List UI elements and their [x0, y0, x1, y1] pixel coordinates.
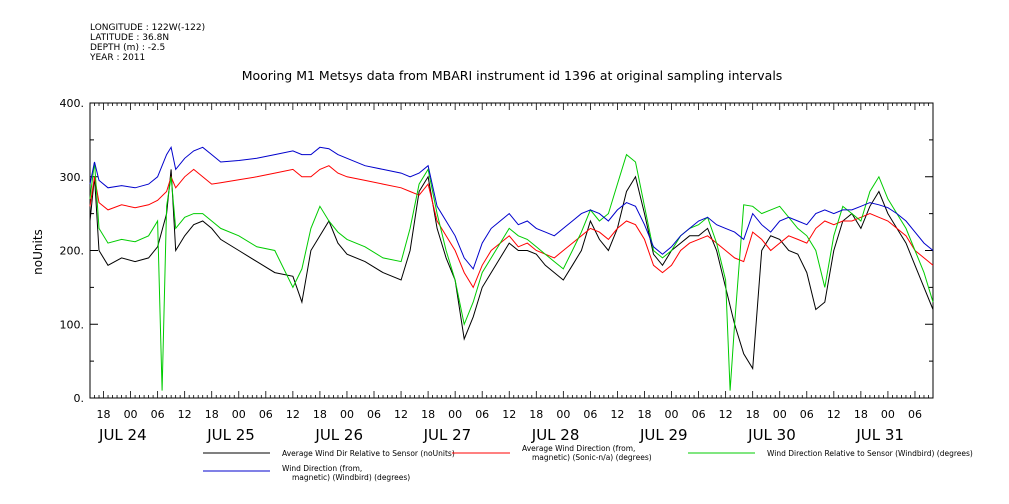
x-tick-label: 12	[827, 408, 841, 421]
x-tick-label: 18	[529, 408, 543, 421]
x-date-label: JUL 24	[98, 426, 147, 444]
legend-label-2-line2: magnetic) (Sonic-n/a) (degrees)	[532, 453, 652, 462]
x-tick-label: 06	[692, 408, 706, 421]
x-tick-label: 06	[583, 408, 597, 421]
depth-label: DEPTH (m) : -2.5	[90, 43, 165, 53]
x-tick-label: 00	[232, 408, 246, 421]
legend-label-4-line2: magnetic) (Windbird) (degrees)	[292, 473, 410, 482]
x-tick-label: 12	[502, 408, 516, 421]
x-tick-label: 00	[124, 408, 138, 421]
x-tick-label: 18	[421, 408, 435, 421]
x-date-label: JUL 25	[206, 426, 255, 444]
x-tick-label: 00	[881, 408, 895, 421]
x-tick-label: 00	[556, 408, 570, 421]
y-axis-label: noUnits	[31, 229, 45, 275]
longitude-label: LONGITUDE : 122W(-122)	[90, 23, 205, 33]
x-tick-label: 18	[746, 408, 760, 421]
x-tick-label: 12	[178, 408, 192, 421]
x-tick-label: 06	[151, 408, 165, 421]
x-tick-label: 06	[908, 408, 922, 421]
x-tick-label: 00	[665, 408, 679, 421]
plot-frame	[89, 102, 934, 399]
x-tick-label: 00	[340, 408, 354, 421]
series-layer	[89, 145, 934, 391]
series-line-1	[89, 169, 934, 371]
x-date-label: JUL 30	[747, 426, 796, 444]
x-axis: 18 00 06 12 18 00 06 12 18 00 06 12 18 00 06 12 18 00 06 12…	[89, 103, 934, 444]
latitude-label: LATITUDE : 36.8N	[90, 33, 169, 43]
x-date-label: JUL 29	[639, 426, 688, 444]
chart-title: Mooring M1 Metsys data from MBARI instru…	[242, 68, 783, 83]
x-tick-label: 06	[475, 408, 489, 421]
x-tick-label: 18	[313, 408, 327, 421]
x-tick-label: 00	[773, 408, 787, 421]
x-tick-label: 18	[637, 408, 651, 421]
x-date-label: JUL 26	[314, 426, 363, 444]
series-line-2	[89, 165, 934, 289]
x-date-label: JUL 27	[423, 426, 472, 444]
y-axis: 0. 100. 200. 300. 400.	[60, 97, 933, 405]
x-tick-label: 18	[854, 408, 868, 421]
x-tick-label: 06	[800, 408, 814, 421]
x-tick-label: 12	[394, 408, 408, 421]
x-date-label: JUL 28	[531, 426, 580, 444]
series-line-4	[89, 145, 934, 270]
y-tick-label: 400.	[60, 97, 85, 110]
legend-label-1: Average Wind Dir Relative to Sensor (noU…	[282, 449, 455, 458]
y-tick-label: 100.	[60, 318, 85, 331]
legend-label-2: Average Wind Direction (from,	[522, 444, 635, 453]
series-line-3	[89, 153, 934, 391]
y-tick-label: 300.	[60, 171, 85, 184]
legend: Average Wind Dir Relative to Sensor (noU…	[203, 444, 973, 482]
y-tick-label: 0.	[74, 392, 85, 405]
x-tick-label: 12	[719, 408, 733, 421]
y-tick-label: 200.	[60, 245, 85, 258]
x-tick-label: 12	[610, 408, 624, 421]
x-tick-label: 18	[205, 408, 219, 421]
x-tick-label: 06	[367, 408, 381, 421]
legend-label-3: Wind Direction Relative to Sensor (Windb…	[767, 449, 973, 458]
x-tick-label: 12	[286, 408, 300, 421]
x-date-label: JUL 31	[855, 426, 904, 444]
legend-label-4: Wind Direction (from,	[282, 464, 362, 473]
x-tick-label: 18	[97, 408, 111, 421]
year-label: YEAR : 2011	[89, 53, 145, 63]
x-tick-label: 06	[259, 408, 273, 421]
x-tick-label: 00	[448, 408, 462, 421]
